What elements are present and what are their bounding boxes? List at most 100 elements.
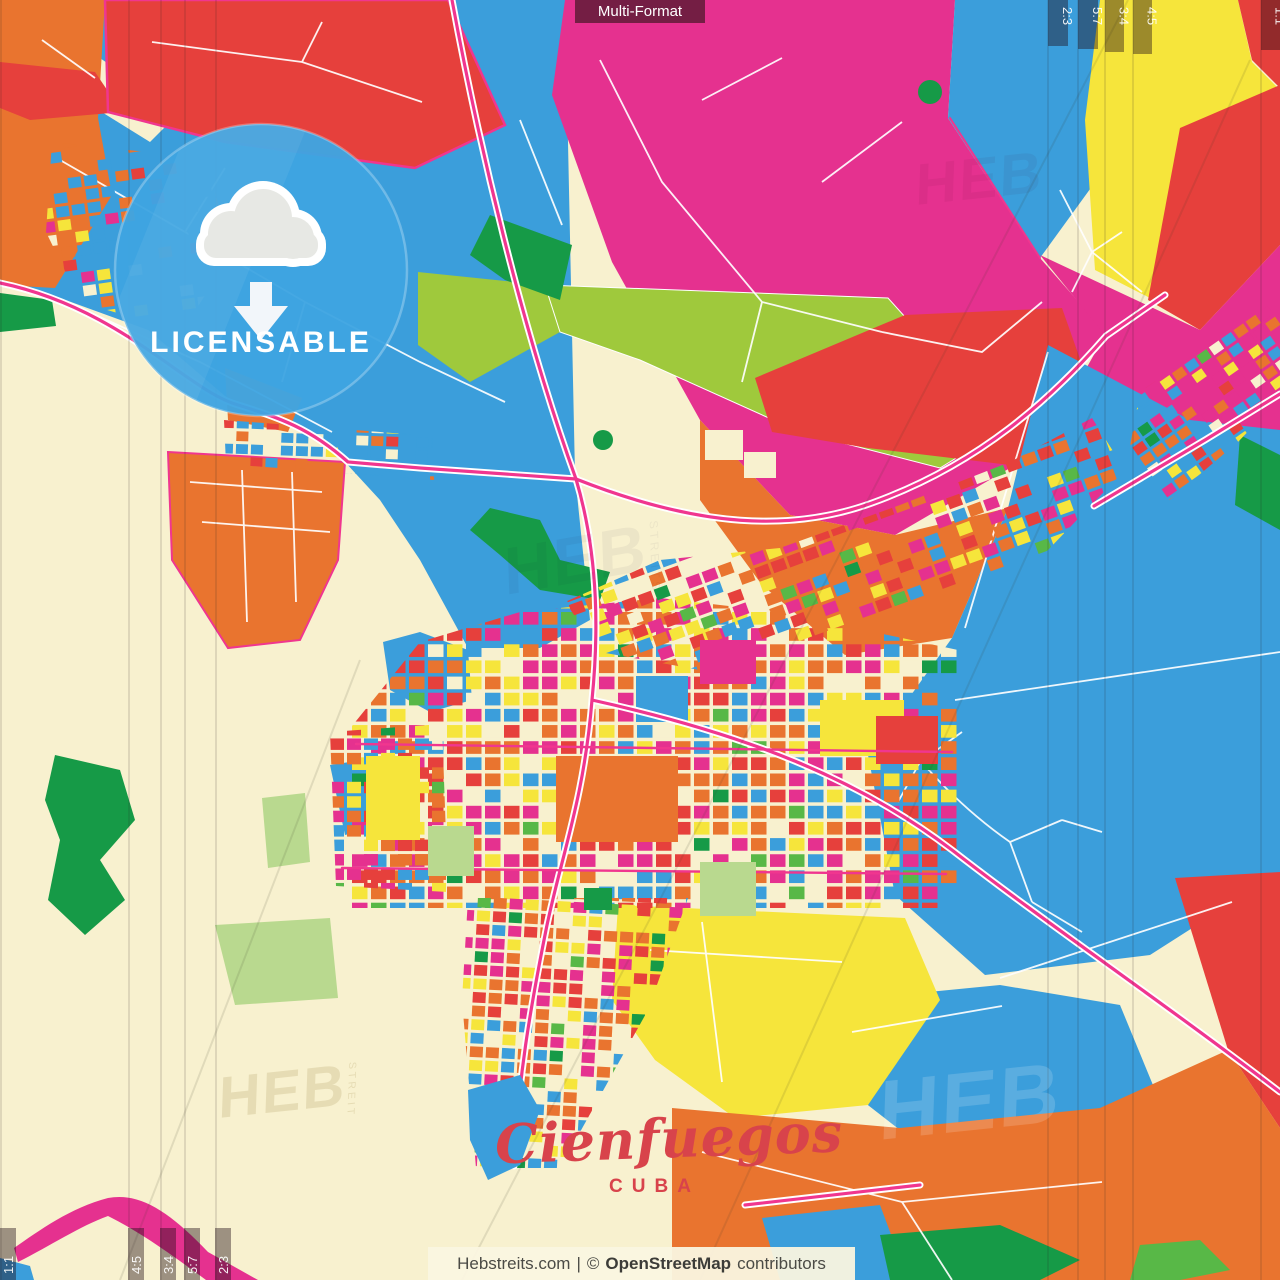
city-block: [844, 561, 862, 578]
city-block: [532, 1063, 547, 1075]
city-block: [685, 573, 703, 589]
city-block: [675, 725, 691, 738]
city-block: [364, 882, 378, 892]
copyright-symbol: ©: [586, 1253, 600, 1273]
map-shape: [204, 189, 318, 259]
map-shape: [234, 306, 288, 340]
city-block: [447, 757, 463, 770]
osm-link[interactable]: OpenStreetMap: [605, 1253, 732, 1273]
city-block: [447, 741, 463, 754]
city-block: [1220, 409, 1237, 425]
city-block: [386, 436, 399, 447]
city-block: [865, 660, 881, 674]
city-block: [818, 540, 836, 556]
city-block: [504, 757, 520, 770]
city-block: [770, 692, 786, 706]
city-block: [561, 644, 577, 657]
city-block: [466, 660, 482, 674]
city-block: [769, 604, 787, 620]
city-block: [675, 870, 691, 884]
city-block: [466, 757, 482, 770]
city-block: [581, 1052, 595, 1064]
city-block: [347, 781, 361, 794]
city-block: [534, 1022, 549, 1034]
city-block: [1037, 445, 1055, 461]
city-block: [930, 499, 948, 516]
city-block: [967, 501, 985, 518]
city-block: [987, 509, 1006, 525]
city-block: [447, 708, 463, 722]
city-block: [371, 708, 387, 722]
city-block: [1186, 465, 1202, 481]
city-block: [675, 773, 691, 787]
city-block: [82, 284, 98, 297]
city-block: [652, 631, 670, 647]
city-block: [489, 965, 504, 977]
city-block: [865, 854, 881, 867]
city-block: [846, 886, 862, 900]
ratio-bar-bottom: [184, 1228, 200, 1280]
city-block: [542, 773, 558, 787]
city-block: [485, 708, 501, 722]
map-shape: [1009, 841, 1033, 903]
city-block: [789, 660, 805, 674]
city-block: [564, 1064, 579, 1077]
city-block: [751, 692, 767, 706]
city-block: [224, 443, 234, 454]
city-block: [582, 1024, 597, 1037]
city-block: [637, 854, 653, 867]
city-block: [675, 644, 691, 657]
city-block: [713, 692, 729, 706]
city-block: [1267, 346, 1280, 361]
city-block: [647, 617, 665, 634]
city-block: [884, 886, 900, 900]
city-block: [928, 546, 947, 562]
city-block: [1073, 447, 1091, 463]
city-block: [621, 596, 639, 613]
city-block: [913, 551, 931, 568]
city-block: [390, 676, 406, 690]
map-shape: [519, 119, 563, 226]
city-block: [466, 725, 482, 738]
site-link[interactable]: Hebstreits.com: [457, 1253, 571, 1273]
city-block: [561, 612, 577, 625]
city-block: [583, 1011, 598, 1023]
city-block: [656, 725, 672, 738]
city-block: [827, 757, 843, 770]
region-harbor-blue2: [468, 1075, 540, 1180]
city-block: [751, 789, 767, 803]
city-block: [485, 854, 501, 867]
city-block: [523, 789, 539, 803]
city-block: [620, 643, 638, 659]
city-block: [1191, 368, 1207, 384]
ratio-bar-bottom: [128, 1228, 144, 1280]
city-block: [1067, 480, 1085, 496]
city-block: [827, 902, 843, 908]
city-block: [561, 886, 577, 900]
city-block: [759, 577, 777, 593]
city-block: [694, 805, 710, 819]
city-block: [521, 967, 536, 979]
city-block: [650, 960, 664, 972]
region-sage-west2: [215, 918, 338, 1005]
city-block: [295, 446, 309, 457]
city-block: [507, 925, 522, 937]
city-block: [619, 931, 634, 943]
city-block: [523, 692, 539, 706]
city-block: [409, 692, 425, 706]
city-block: [568, 996, 582, 1009]
city-block: [827, 886, 843, 900]
city-block: [504, 676, 520, 690]
city-block: [553, 968, 568, 981]
city-block: [522, 953, 537, 965]
city-block: [104, 212, 120, 225]
city-block: [352, 886, 368, 900]
city-block: [846, 660, 862, 674]
city-block: [466, 789, 482, 803]
city-block: [536, 995, 550, 1007]
map-shape: [1071, 251, 1093, 293]
city-block: [846, 644, 862, 657]
city-block: [447, 805, 463, 819]
city-block: [55, 205, 70, 218]
city-block: [807, 559, 825, 576]
